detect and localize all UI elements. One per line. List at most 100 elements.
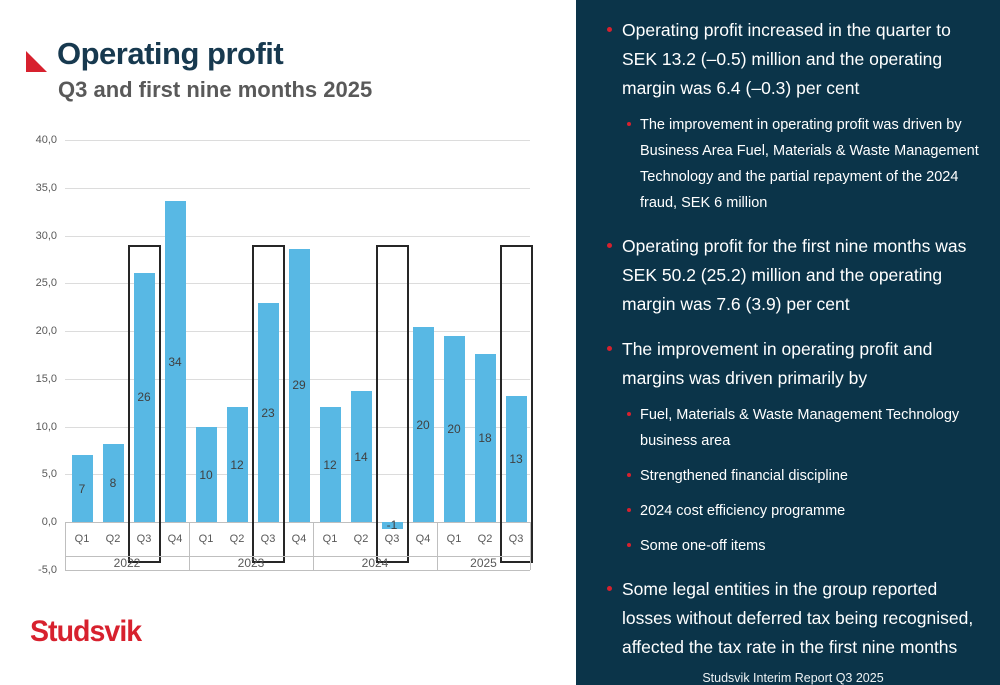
sub-bullet-item: The improvement in operating profit was … — [627, 112, 980, 216]
quarter-axis-label: Q4 — [167, 533, 183, 545]
y-axis-tick-label: 5,0 — [41, 468, 57, 481]
operating-profit-bar-chart: 40,0 35,0 30,0 25,0 20,0 15,0 10,0 5,0 0,0 -5,0 7 8… — [20, 125, 565, 590]
year-axis-label: 2022 — [113, 556, 141, 570]
bar — [288, 248, 310, 522]
bullet-text: The improvement in operating profit and … — [622, 339, 933, 388]
year-axis-label: 2024 — [361, 556, 389, 570]
red-triangle-icon — [26, 51, 47, 72]
quarter-axis-label: Q1 — [322, 533, 338, 545]
y-gridline — [65, 235, 530, 237]
bullet-dot-icon — [627, 122, 631, 126]
bullet-text: Some legal entities in the group reporte… — [622, 579, 974, 657]
bar-value-label: 8 — [109, 475, 117, 490]
studsvik-logo: Studsvik — [30, 615, 142, 648]
bar-value-label: 10 — [199, 467, 213, 482]
q3-highlight-box — [127, 245, 161, 563]
bullet-text: Fuel, Materials & Waste Management Techn… — [640, 407, 960, 449]
quarter-axis-label: Q4 — [291, 533, 307, 545]
quarter-axis-label: Q1 — [446, 533, 462, 545]
bullet-text: 2024 cost efficiency programme — [640, 503, 846, 519]
quarter-axis-label: Q3 — [136, 533, 152, 545]
slide-footer: Studsvik Interim Report Q3 2025 — [702, 671, 884, 685]
quarter-axis-label: Q2 — [105, 533, 121, 545]
bar-value-label: 26 — [137, 390, 151, 405]
bullet-dot-icon — [607, 586, 612, 591]
bar-value-label: 23 — [261, 405, 275, 420]
bar — [381, 522, 403, 529]
sub-bullet-item: Some one-off items — [627, 533, 980, 559]
bar — [443, 335, 465, 522]
bullet-dot-icon — [627, 473, 631, 477]
y-axis-tick-label: 20,0 — [35, 325, 57, 338]
sub-bullet-item: 2024 cost efficiency programme — [627, 498, 980, 524]
bar-value-label: 18 — [478, 430, 492, 445]
quarter-axis-label: Q2 — [353, 533, 369, 545]
y-axis-tick-label: 25,0 — [35, 277, 57, 290]
bullet-dot-icon — [607, 243, 612, 248]
bar-value-label: 20 — [447, 421, 461, 436]
axis-group-divider — [437, 522, 438, 570]
bullet-dot-icon — [627, 508, 631, 512]
quarter-axis-label: Q2 — [477, 533, 493, 545]
q3-highlight-box — [499, 245, 533, 563]
bullet-dot-icon — [627, 543, 631, 547]
bullet-dot-icon — [627, 412, 631, 416]
bar — [412, 327, 434, 522]
axis-group-divider — [313, 522, 314, 570]
bar — [133, 272, 155, 522]
bar-value-label: 34 — [168, 354, 182, 369]
y-axis-tick-label: 35,0 — [35, 181, 57, 194]
bar — [195, 427, 217, 522]
year-axis-label: 2025 — [470, 556, 497, 570]
y-axis-tick-label: 15,0 — [35, 372, 57, 385]
bullet-text: The improvement in operating profit was … — [640, 117, 979, 211]
year-axis-label: 2023 — [237, 556, 265, 570]
bar-value-label: 13 — [509, 451, 523, 466]
quarter-axis-label: Q3 — [260, 533, 276, 545]
quarter-axis-label: Q3 — [384, 533, 400, 545]
bar-value-label: 14 — [354, 449, 368, 464]
bar — [71, 455, 93, 522]
bullet-dot-icon — [607, 346, 612, 351]
quarter-axis-label: Q4 — [415, 533, 431, 545]
bar — [102, 443, 124, 522]
axis-table-bottom-line — [65, 569, 530, 571]
bullet-dot-icon — [607, 27, 612, 32]
bullet-item: Operating profit increased in the quarte… — [607, 16, 980, 103]
bar-value-label: 12 — [323, 457, 337, 472]
sub-bullet-item: Fuel, Materials & Waste Management Techn… — [627, 402, 980, 454]
x-axis-line — [65, 522, 530, 523]
y-axis-tick-label: 30,0 — [35, 229, 57, 242]
y-axis-tick-label: 40,0 — [35, 134, 57, 147]
bullet-text: Some one-off items — [640, 538, 766, 554]
bullet-text: Operating profit increased in the quarte… — [622, 20, 951, 98]
bar-value-label: -1 — [386, 518, 398, 533]
y-axis-tick-label: -5,0 — [38, 563, 57, 576]
page-title: Operating profit — [57, 36, 284, 71]
y-axis-tick-label: 10,0 — [35, 420, 57, 433]
bullet-text: Strengthened financial discipline — [640, 468, 848, 484]
sub-bullet-item: Strengthened financial discipline — [627, 463, 980, 489]
bar — [319, 407, 341, 522]
quarter-axis-label: Q1 — [198, 533, 214, 545]
axis-group-divider — [65, 522, 66, 570]
bar-value-label: 7 — [78, 481, 86, 496]
bar — [257, 303, 279, 522]
bar-value-label: 20 — [416, 417, 430, 432]
summary-panel: Operating profit increased in the quarte… — [576, 0, 1000, 685]
quarter-axis-label: Q2 — [229, 533, 245, 545]
quarter-axis-label: Q1 — [74, 533, 90, 545]
page-subtitle: Q3 and first nine months 2025 — [58, 77, 373, 102]
bar-value-label: 12 — [230, 457, 244, 472]
q3-highlight-box — [375, 245, 409, 563]
axis-group-divider — [189, 522, 190, 570]
bar — [474, 353, 496, 522]
bar-value-label: 29 — [292, 378, 306, 393]
q3-highlight-box — [251, 245, 285, 563]
y-axis-tick-label: 0,0 — [41, 516, 57, 528]
bullet-item: Operating profit for the first nine mont… — [607, 232, 980, 319]
bar — [164, 201, 186, 522]
bar — [226, 407, 248, 522]
axis-group-divider — [530, 522, 531, 570]
bar — [350, 391, 372, 522]
